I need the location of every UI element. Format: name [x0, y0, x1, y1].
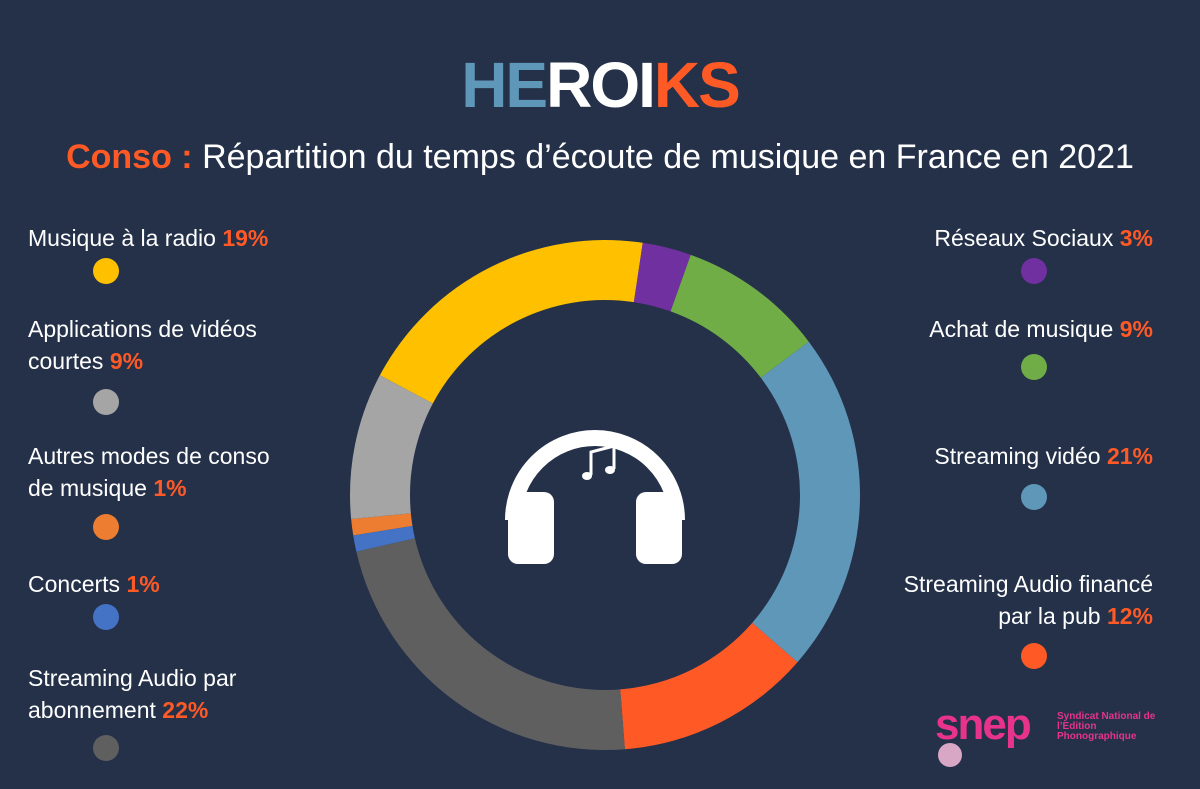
value-label: 9% — [109, 348, 144, 374]
legend-item: Musique à la radio 19% — [28, 222, 298, 254]
legend-item: Streaming Audio par abonnement 22% — [28, 662, 298, 726]
legend-dot — [1021, 643, 1047, 669]
legend-item: Applications de vidéos courtes 9% — [28, 313, 298, 377]
legend-item: Streaming Audio financé par la pub 12% — [883, 568, 1153, 632]
donut-segment — [752, 341, 860, 663]
value-label: 22% — [162, 697, 209, 723]
legend-item: Concerts 1% — [28, 568, 298, 600]
brand-logo: HEROIKS — [461, 49, 741, 121]
legend-dot — [1021, 354, 1047, 380]
legend-dot — [1021, 484, 1047, 510]
legend-label: Réseaux Sociaux — [934, 225, 1114, 251]
value-label: 19% — [222, 225, 269, 251]
donut-segment — [620, 622, 798, 750]
note-head — [605, 466, 615, 474]
chart-title-wrap: Conso : Répartition du temps d’écoute de… — [0, 138, 1200, 177]
value-label: 9% — [1119, 316, 1153, 342]
legend-label: Autres modes de conso de musique — [28, 443, 270, 501]
donut-segment — [356, 538, 625, 750]
value-label: 3% — [1119, 225, 1153, 251]
legend-dot — [1021, 258, 1047, 284]
legend-dot — [93, 514, 119, 540]
note — [589, 444, 616, 475]
source-logo: snep — [935, 700, 1032, 749]
legend-item: Achat de musique 9% — [883, 313, 1153, 345]
donut-segment — [670, 254, 809, 378]
legend-label: Concerts — [28, 571, 121, 597]
chart-title: Répartition du temps d’écoute de musique… — [202, 138, 1134, 176]
legend-dot — [93, 258, 119, 284]
legend-label: Streaming vidéo — [934, 443, 1101, 469]
legend-item: Autres modes de conso de musique 1% — [28, 440, 298, 504]
note-head — [582, 472, 592, 480]
value-label: 1% — [153, 475, 187, 501]
legend-label: Applications de vidéos courtes — [28, 316, 257, 374]
legend-item: Streaming vidéo 21% — [883, 440, 1153, 472]
value-label: 1% — [126, 571, 160, 597]
value-label: 21% — [1106, 443, 1153, 469]
ear-cup — [508, 492, 554, 564]
ear-cup — [636, 492, 682, 564]
donut-segment — [633, 242, 691, 312]
legend-label: Streaming Audio financé par la pub — [903, 571, 1153, 629]
donut-segment — [353, 525, 415, 552]
donut-segment — [379, 239, 643, 404]
headband — [505, 430, 685, 521]
donut-segment — [350, 375, 433, 520]
donut — [350, 239, 860, 750]
title-prefix: Conso : — [66, 138, 193, 176]
donut-segment — [351, 513, 413, 536]
legend-label: Achat de musique — [929, 316, 1114, 342]
legend-dot — [93, 604, 119, 630]
logo-dot — [938, 743, 962, 767]
legend-dot — [93, 389, 119, 415]
legend-item: Réseaux Sociaux 3% — [883, 222, 1153, 254]
legend-label: Streaming Audio par abonnement — [28, 665, 237, 723]
legend-dot — [93, 735, 119, 761]
legend-label: Musique à la radio — [28, 225, 216, 251]
value-label: 12% — [1106, 603, 1153, 629]
source-name: Syndicat National de l’Edition Phonograp… — [1057, 711, 1156, 742]
headphones-icon — [505, 430, 685, 564]
